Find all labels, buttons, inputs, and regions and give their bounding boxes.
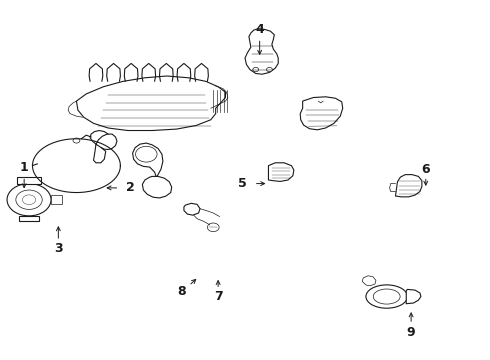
Circle shape bbox=[23, 195, 36, 204]
Polygon shape bbox=[184, 203, 200, 215]
Text: 7: 7 bbox=[214, 290, 222, 303]
Polygon shape bbox=[17, 177, 41, 184]
Circle shape bbox=[73, 138, 80, 143]
Text: 3: 3 bbox=[54, 242, 63, 255]
Polygon shape bbox=[51, 195, 62, 204]
Polygon shape bbox=[133, 143, 163, 176]
Circle shape bbox=[136, 146, 157, 162]
Circle shape bbox=[267, 67, 272, 72]
Polygon shape bbox=[362, 276, 376, 286]
Polygon shape bbox=[300, 97, 343, 130]
Text: 5: 5 bbox=[238, 177, 247, 190]
Polygon shape bbox=[269, 163, 294, 181]
Polygon shape bbox=[143, 176, 172, 198]
Text: 1: 1 bbox=[20, 161, 28, 174]
Polygon shape bbox=[19, 216, 39, 221]
Polygon shape bbox=[406, 289, 421, 304]
Polygon shape bbox=[94, 144, 106, 163]
Polygon shape bbox=[76, 76, 225, 131]
Ellipse shape bbox=[366, 285, 408, 308]
Text: 2: 2 bbox=[126, 181, 135, 194]
Circle shape bbox=[16, 190, 42, 210]
Circle shape bbox=[253, 67, 259, 72]
Polygon shape bbox=[395, 175, 422, 197]
Text: 9: 9 bbox=[407, 326, 416, 339]
Text: 8: 8 bbox=[177, 285, 186, 298]
Text: 4: 4 bbox=[255, 23, 264, 36]
Text: 6: 6 bbox=[421, 163, 430, 176]
Circle shape bbox=[7, 184, 51, 216]
Circle shape bbox=[207, 223, 219, 231]
Polygon shape bbox=[245, 29, 278, 74]
Ellipse shape bbox=[373, 289, 400, 304]
